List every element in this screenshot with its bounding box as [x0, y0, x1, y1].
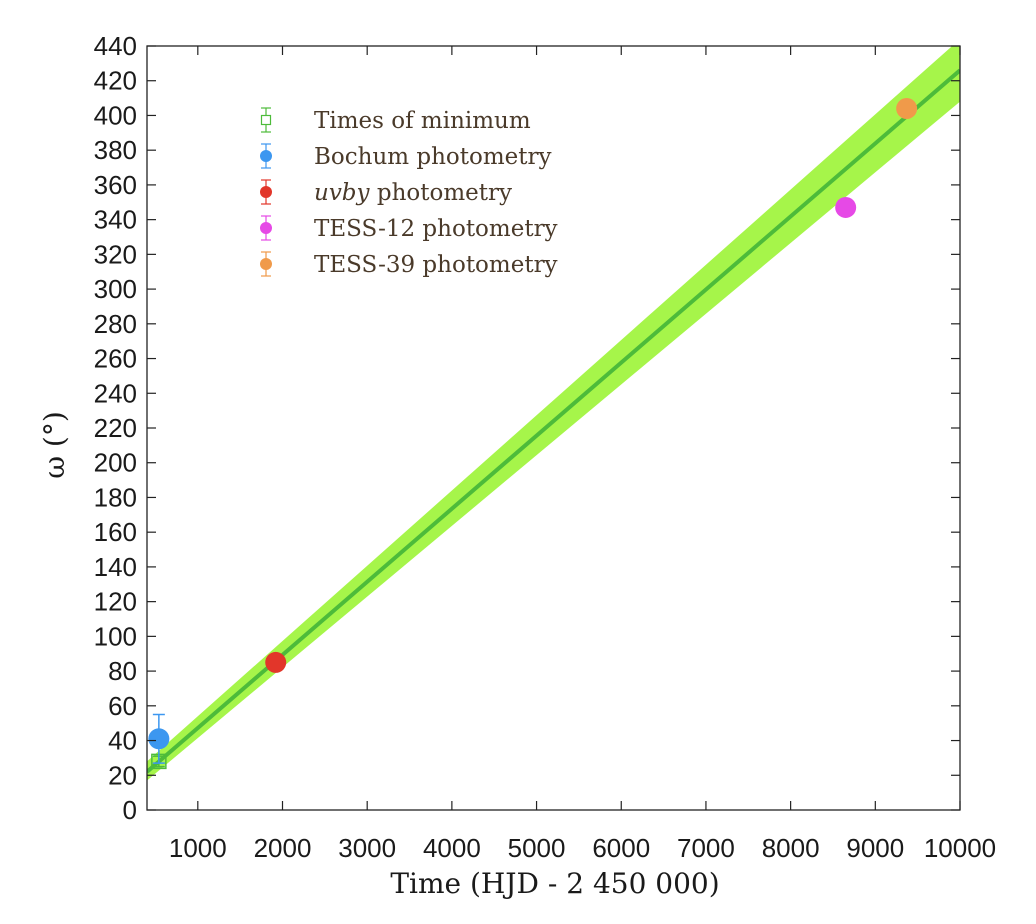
y-tick-label: 400	[94, 100, 137, 130]
y-tick-label: 420	[94, 66, 137, 96]
y-tick-label: 380	[94, 135, 137, 165]
y-tick-label: 120	[94, 587, 137, 617]
y-tick-label: 220	[94, 413, 137, 443]
legend-marker	[260, 222, 272, 234]
x-tick-label: 8000	[762, 833, 820, 863]
x-tick-label: 5000	[508, 833, 566, 863]
y-tick-label: 180	[94, 482, 137, 512]
x-tick-label: 2000	[254, 833, 312, 863]
legend-marker	[260, 150, 272, 162]
legend-marker	[260, 186, 272, 198]
y-tick-label: 100	[94, 621, 137, 651]
legend-entry-3: TESS-12 photometry	[260, 215, 558, 242]
legend-label: TESS-12 photometry	[314, 216, 558, 242]
data-point	[148, 728, 170, 750]
y-tick-label: 340	[94, 205, 137, 235]
y-tick-label: 20	[108, 760, 137, 790]
y-tick-label: 200	[94, 448, 137, 478]
data-point	[896, 98, 918, 120]
y-tick-label: 360	[94, 170, 137, 200]
legend-label: Bochum photometry	[314, 144, 552, 170]
y-tick-label: 280	[94, 309, 137, 339]
series-3	[835, 196, 857, 218]
series-4	[896, 98, 918, 120]
y-tick-label: 260	[94, 344, 137, 374]
legend-entry-1: Bochum photometry	[260, 143, 552, 170]
y-tick-label: 140	[94, 552, 137, 582]
legend-entry-2: uvby photometry	[260, 179, 512, 206]
legend-entry-0: Times of minimum	[260, 107, 531, 134]
y-tick-label: 320	[94, 239, 137, 269]
series-2	[265, 651, 287, 673]
x-tick-label: 4000	[423, 833, 481, 863]
y-tick-label: 40	[108, 726, 137, 756]
x-tick-label: 3000	[338, 833, 396, 863]
y-tick-label: 240	[94, 378, 137, 408]
series-1	[148, 713, 170, 764]
x-tick-label: 1000	[169, 833, 227, 863]
x-axis-title: Time (HJD - 2 450 000)	[390, 867, 719, 900]
y-tick-label: 60	[108, 691, 137, 721]
y-tick-label: 160	[94, 517, 137, 547]
y-tick-label: 440	[94, 31, 137, 61]
data-point	[835, 196, 857, 218]
legend-marker	[260, 114, 272, 126]
data-point	[265, 651, 287, 673]
legend-label-rest: photometry	[377, 180, 512, 206]
x-tick-label: 10000	[924, 833, 996, 863]
legend-label-italic: uvby	[314, 180, 377, 206]
y-tick-label: 300	[94, 274, 137, 304]
y-tick-label: 80	[108, 656, 137, 686]
x-tick-label: 6000	[592, 833, 650, 863]
legend-label: TESS-39 photometry	[314, 252, 558, 278]
legend-label: uvby photometry	[314, 180, 512, 206]
y-axis-title: ω (°)	[38, 411, 71, 479]
legend-marker	[260, 258, 272, 270]
legend-entry-4: TESS-39 photometry	[260, 251, 558, 278]
legend-label: Times of minimum	[314, 108, 531, 134]
x-tick-label: 9000	[846, 833, 904, 863]
x-tick-label: 7000	[677, 833, 735, 863]
y-tick-label: 0	[123, 795, 137, 825]
